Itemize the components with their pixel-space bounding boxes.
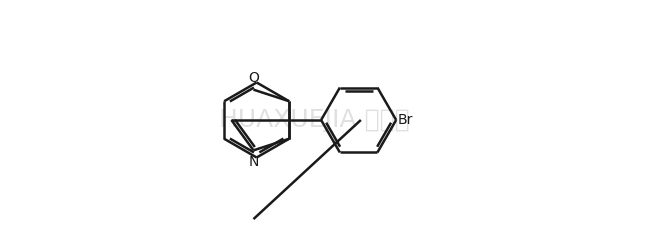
Text: N: N (249, 155, 259, 169)
Text: Br: Br (398, 113, 413, 127)
Text: HUAXUEJIA 化学加: HUAXUEJIA 化学加 (219, 108, 409, 132)
Text: O: O (248, 71, 259, 85)
